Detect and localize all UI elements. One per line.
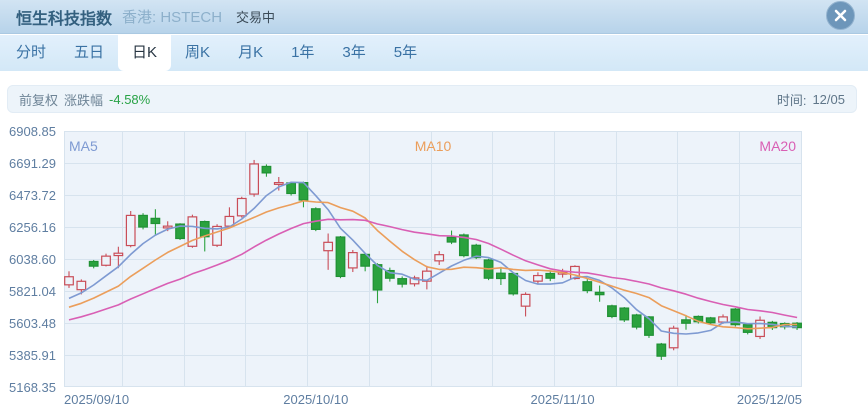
ma10-legend-label: MA10 [414, 138, 452, 154]
candle-up [162, 225, 173, 229]
plot-area[interactable]: MA5 MA10 MA20 [64, 131, 802, 387]
tab-1[interactable]: 分时 [16, 44, 47, 61]
y-tick-label: 6908.85 [9, 123, 56, 139]
y-tick-label: 5168.35 [9, 379, 56, 395]
y-tick-label: 5603.48 [9, 315, 56, 331]
candle-down [631, 314, 642, 328]
candle-up [236, 197, 247, 217]
candle-up [409, 277, 420, 285]
y-tick-label: 5821.04 [9, 283, 56, 299]
candle-down [594, 291, 605, 296]
tab-4[interactable]: 周K [185, 44, 211, 61]
candle-up [113, 252, 124, 257]
y-tick-label: 6473.72 [9, 187, 56, 203]
tab-8[interactable]: 5年 [393, 44, 418, 61]
candle-down [508, 272, 519, 295]
candle-up [520, 293, 531, 307]
close-icon [834, 9, 847, 22]
candle-down [681, 319, 691, 324]
candle-down [286, 182, 297, 195]
tab-7[interactable]: 3年 [342, 44, 366, 61]
candle-up [249, 163, 260, 195]
candle-up [101, 255, 111, 266]
candle-down [607, 305, 617, 318]
candle-down [310, 208, 321, 230]
y-tick-label: 5385.91 [9, 347, 56, 363]
candle-down [335, 236, 346, 278]
candle-up [668, 327, 679, 349]
candle-up [347, 252, 358, 269]
candle-up [125, 214, 136, 247]
candle-up [64, 276, 74, 286]
tab-6[interactable]: 1年 [291, 44, 315, 61]
candle-down [471, 244, 482, 259]
tab-2[interactable]: 五日 [74, 44, 105, 61]
candle-up [718, 316, 728, 323]
tab-3[interactable]: 日K [118, 35, 172, 71]
time-value: 12/05 [812, 91, 845, 107]
window-header: 恒生科技指数 香港: HSTECH 交易中 [0, 0, 868, 34]
candle-down [261, 165, 272, 174]
close-button[interactable] [826, 1, 855, 30]
trading-status: 交易中 [236, 10, 276, 25]
candle-down [619, 307, 630, 321]
candle-down [705, 317, 716, 324]
candle-up [273, 182, 284, 185]
candle-down [496, 272, 506, 280]
market-code: 香港: HSTECH [122, 9, 223, 26]
candle-down [138, 214, 148, 228]
candle-down [446, 236, 457, 243]
index-name: 恒生科技指数 [16, 10, 113, 28]
candle-up [76, 280, 87, 291]
candle-down [88, 260, 99, 267]
candle-up [323, 241, 334, 252]
change-label: 涨跌幅 [64, 92, 104, 108]
ma10-line [68, 200, 798, 330]
candle-down [644, 316, 654, 336]
change-value: -4.58% [109, 91, 151, 107]
x-tick-label: 2025/11/10 [530, 392, 595, 407]
y-tick-label: 6256.16 [9, 219, 56, 235]
candle-down [458, 234, 469, 257]
candle-up [434, 254, 445, 262]
candle-down [582, 281, 593, 292]
tab-5[interactable]: 月K [238, 44, 264, 61]
candle-up [421, 270, 432, 282]
x-tick-label: 2025/10/10 [283, 392, 349, 407]
time-label: 时间: [776, 92, 807, 108]
x-tick-label: 2025/09/10 [64, 392, 130, 407]
candle-down [656, 343, 667, 357]
ma20-line [68, 218, 798, 321]
ma5-legend-label: MA5 [69, 138, 98, 154]
x-tick-label: 2025/12/05 [736, 392, 802, 407]
candle-up [212, 225, 222, 246]
candle-down [545, 272, 556, 279]
period-tabs: 分时 五日 日K 周K 月K 1年 3年 5年 [0, 35, 868, 71]
candle-up [533, 274, 543, 282]
adjust-mode-label: 前复权 [19, 92, 59, 108]
candle-down [372, 264, 383, 291]
candle-down [397, 278, 408, 285]
y-tick-label: 6691.29 [9, 155, 56, 171]
candle-down [730, 308, 741, 326]
candle-down [175, 223, 185, 240]
candlestick-svg [64, 131, 802, 387]
ma20-legend-label: MA20 [759, 138, 796, 154]
y-tick-label: 6038.60 [9, 251, 56, 267]
candle-down [384, 269, 395, 279]
ma5-line [68, 181, 798, 335]
quote-info-bar: 前复权 涨跌幅 -4.58% 时间: 12/05 [7, 85, 857, 113]
candle-down [150, 217, 161, 225]
candle-up [187, 216, 198, 247]
